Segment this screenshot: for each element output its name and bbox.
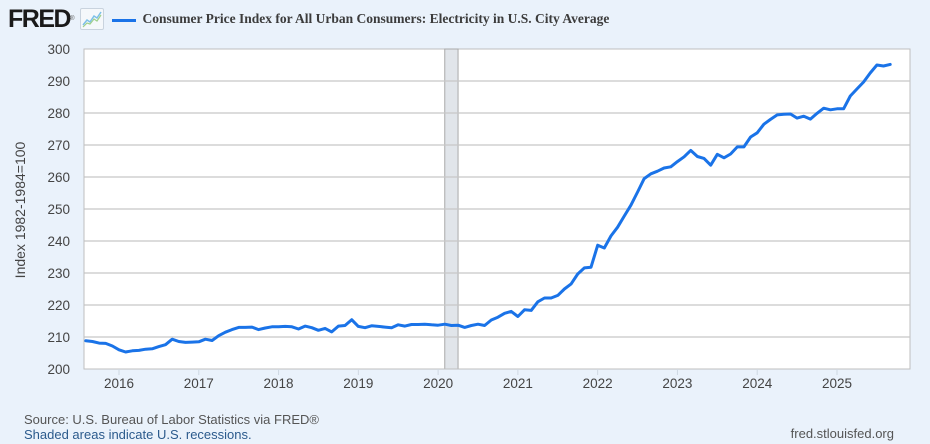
legend-swatch xyxy=(112,18,137,22)
chart-title[interactable]: Consumer Price Index for All Urban Consu… xyxy=(142,11,610,26)
y-tick-label: 300 xyxy=(47,42,70,57)
y-tick-label: 210 xyxy=(47,330,70,345)
chart-header: FRED ® Consumer Price Index for All Urba… xyxy=(8,6,609,32)
y-tick-label: 260 xyxy=(47,170,70,185)
source-note: Source: U.S. Bureau of Labor Statistics … xyxy=(24,412,319,427)
fred-logo[interactable]: FRED xyxy=(8,5,72,33)
x-tick-label: 2018 xyxy=(264,376,294,391)
series-line[interactable] xyxy=(84,62,892,354)
recession-note: Shaded areas indicate U.S. recessions. xyxy=(24,427,252,442)
x-tick-label: 2024 xyxy=(742,376,773,391)
x-tick-label: 2022 xyxy=(583,376,613,391)
registered-mark: ® xyxy=(70,16,75,22)
y-tick-label: 200 xyxy=(47,362,70,377)
x-tick-label: 2020 xyxy=(423,376,453,391)
y-tick-label: 250 xyxy=(47,202,70,217)
x-tick-label: 2017 xyxy=(184,376,214,391)
y-tick-label: 290 xyxy=(47,74,70,89)
y-tick-label: 270 xyxy=(47,138,70,153)
y-tick-label: 220 xyxy=(47,298,70,313)
y-tick-label: 240 xyxy=(47,234,70,249)
fred-url-link[interactable]: fred.stlouisfed.org xyxy=(790,426,894,441)
y-tick-label: 230 xyxy=(47,266,70,281)
y-axis-title: Index 1982-1984=100 xyxy=(12,141,28,278)
y-tick-label: 280 xyxy=(47,106,70,121)
x-tick-label: 2019 xyxy=(343,376,373,391)
x-tick-label: 2025 xyxy=(822,376,852,391)
x-tick-label: 2023 xyxy=(662,376,692,391)
chart-line-icon[interactable] xyxy=(80,8,105,30)
x-tick-label: 2016 xyxy=(104,376,134,391)
x-tick-label: 2021 xyxy=(503,376,533,391)
